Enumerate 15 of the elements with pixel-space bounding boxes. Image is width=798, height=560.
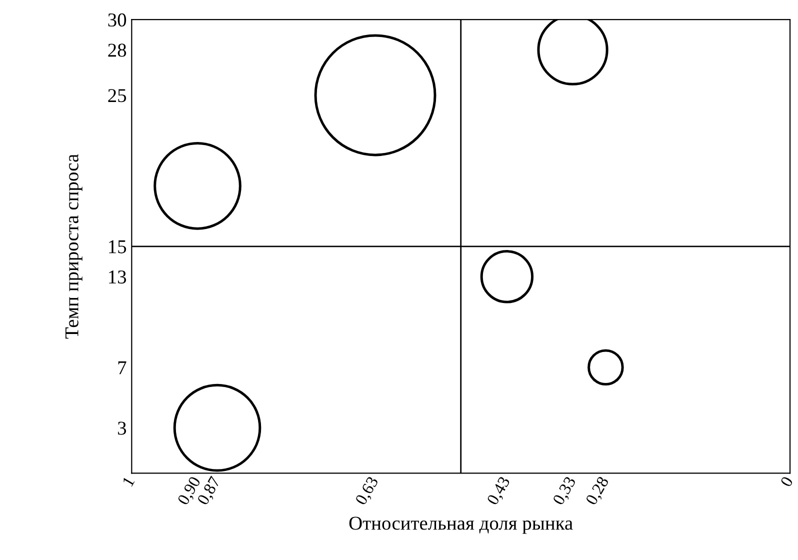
x-tick-label: 0,33 [552, 476, 578, 507]
y-axis-title: Темп прироста спроса [65, 154, 82, 339]
y-tick-label: 15 [109, 240, 126, 254]
y-tick-label: 7 [118, 361, 126, 374]
y-tick-label: 30 [108, 13, 126, 27]
x-tick-label: 1 [122, 476, 135, 487]
x-tick-label: 0,63 [354, 476, 381, 507]
x-tick-label: 0,28 [585, 476, 612, 507]
y-tick-label: 25 [108, 89, 126, 102]
y-tick-label: 28 [108, 44, 126, 57]
x-tick-label: 0 [780, 476, 794, 488]
x-axis-title: Относительная доля рынка [349, 516, 573, 534]
x-tick-label: 0,43 [486, 476, 512, 507]
y-tick-label: 13 [109, 270, 126, 284]
y-tick-label: 3 [118, 422, 126, 435]
